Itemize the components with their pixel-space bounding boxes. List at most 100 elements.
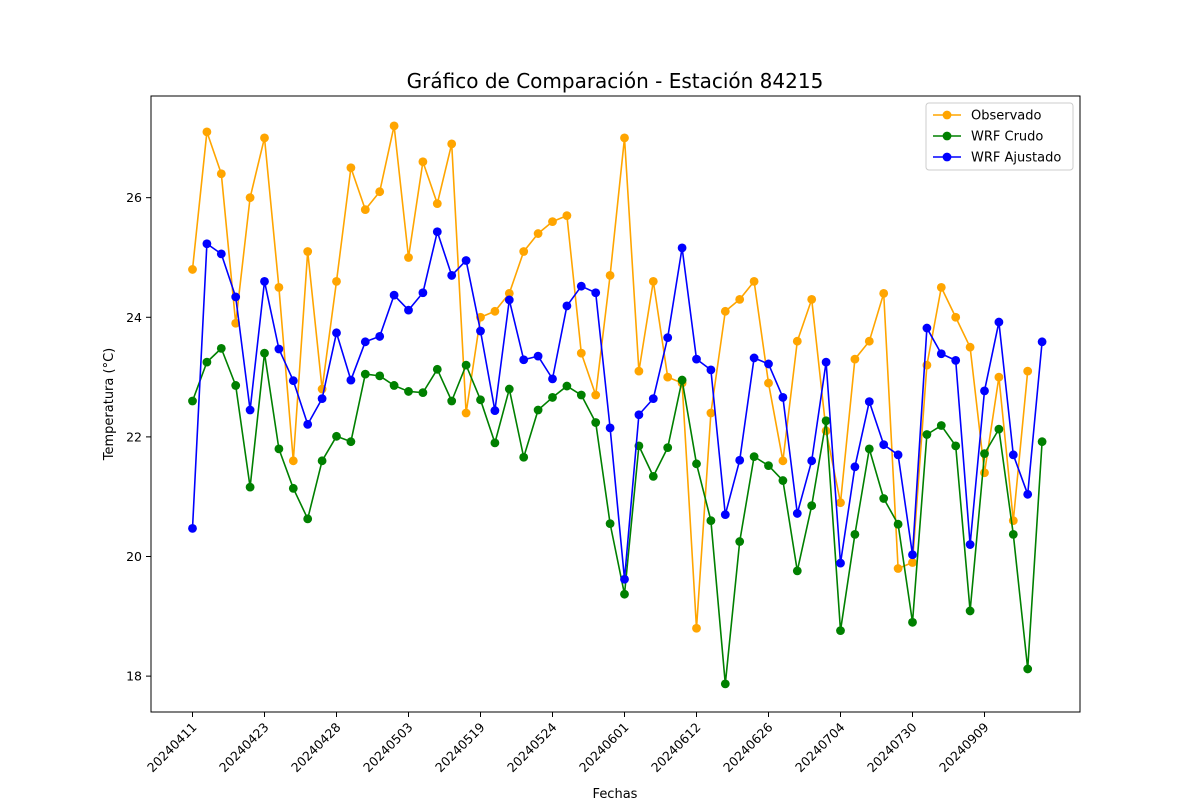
data-point — [620, 133, 629, 143]
data-point — [936, 349, 946, 359]
data-point — [634, 410, 644, 420]
data-point — [288, 483, 298, 493]
y-tick-label: 24 — [126, 310, 142, 325]
data-point — [245, 193, 255, 203]
y-axis-label: Temperatura (°C) — [102, 348, 117, 461]
legend-item: Observado — [933, 109, 1042, 124]
x-tick-label: 20240524 — [504, 719, 560, 775]
legend-label: WRF Ajustado — [971, 151, 1061, 166]
x-tick-label: 20240411 — [144, 720, 200, 776]
data-point — [821, 416, 831, 426]
data-point — [735, 537, 745, 546]
data-point — [980, 386, 989, 396]
data-point — [634, 366, 644, 376]
data-point — [375, 371, 385, 381]
data-point — [864, 444, 874, 454]
x-tick-label: 20240601 — [576, 720, 632, 776]
data-point — [260, 348, 269, 358]
data-point — [288, 456, 298, 466]
data-point — [605, 519, 615, 529]
data-point — [936, 421, 946, 430]
data-point — [504, 295, 514, 305]
data-point — [706, 408, 716, 418]
legend-label: WRF Crudo — [971, 130, 1043, 145]
data-point — [648, 394, 658, 404]
data-point — [1037, 437, 1047, 447]
series-2 — [188, 343, 1047, 689]
data-point — [663, 333, 673, 343]
data-point — [274, 444, 284, 454]
legend-marker — [942, 152, 952, 162]
data-point — [389, 381, 399, 390]
data-point — [576, 281, 586, 291]
data-point — [605, 271, 615, 280]
legend: Observado WRF Crudo WRF Ajustado — [925, 102, 1074, 171]
data-point — [519, 452, 529, 462]
data-point — [548, 217, 557, 226]
data-point — [994, 317, 1004, 327]
data-point — [951, 441, 961, 451]
data-point — [188, 524, 197, 533]
data-point — [1008, 529, 1018, 539]
legend-box — [925, 102, 1074, 171]
data-point — [346, 437, 356, 447]
data-point — [764, 378, 773, 388]
data-point — [432, 199, 442, 209]
data-point — [188, 396, 197, 406]
data-point — [432, 227, 442, 237]
data-point — [216, 343, 226, 353]
data-point — [418, 388, 428, 398]
x-tick-label: 20240612 — [648, 720, 704, 776]
data-point — [231, 381, 241, 390]
data-point — [922, 323, 932, 333]
data-point — [922, 430, 932, 439]
data-point — [317, 394, 327, 404]
data-point — [332, 277, 341, 286]
data-point — [231, 318, 241, 328]
data-point — [447, 139, 457, 149]
legend-label: Observado — [971, 109, 1042, 124]
series-line — [191, 347, 1043, 685]
data-point — [591, 390, 601, 400]
data-point — [735, 294, 745, 304]
data-point — [864, 397, 874, 407]
data-point — [533, 405, 543, 415]
data-point — [418, 157, 428, 167]
x-tick-label: 20240428 — [288, 719, 344, 775]
data-point — [879, 288, 889, 298]
data-point — [850, 354, 860, 364]
data-point — [404, 253, 413, 262]
data-point — [202, 239, 212, 249]
y-tick-label: 26 — [126, 190, 142, 205]
y-tick-label: 18 — [126, 669, 142, 684]
data-point — [1023, 366, 1033, 376]
data-point — [908, 558, 917, 567]
data-point — [519, 355, 529, 365]
data-point — [807, 294, 817, 304]
data-point — [404, 387, 413, 396]
data-point — [994, 424, 1004, 434]
data-point — [980, 468, 989, 478]
x-tick-label: 20240909 — [936, 719, 992, 775]
data-point — [476, 326, 485, 336]
plot-area: 18 20 22 24 26 20240411 20240423 20240428 202405… — [126, 95, 1081, 776]
data-point — [778, 456, 788, 466]
data-point — [188, 265, 197, 274]
data-point — [749, 353, 759, 363]
data-point — [274, 282, 284, 292]
data-point — [591, 288, 601, 298]
data-point — [490, 438, 500, 448]
data-point — [303, 514, 313, 524]
data-point — [389, 121, 399, 131]
data-point — [260, 133, 269, 143]
x-tick-label: 20240519 — [432, 719, 488, 775]
data-point — [951, 312, 961, 322]
data-point — [908, 617, 917, 627]
data-point — [504, 384, 514, 394]
series-3 — [188, 227, 1047, 584]
data-point — [821, 357, 831, 367]
legend-item: WRF Ajustado — [933, 151, 1061, 166]
data-point — [605, 423, 615, 433]
data-point — [1008, 450, 1018, 460]
